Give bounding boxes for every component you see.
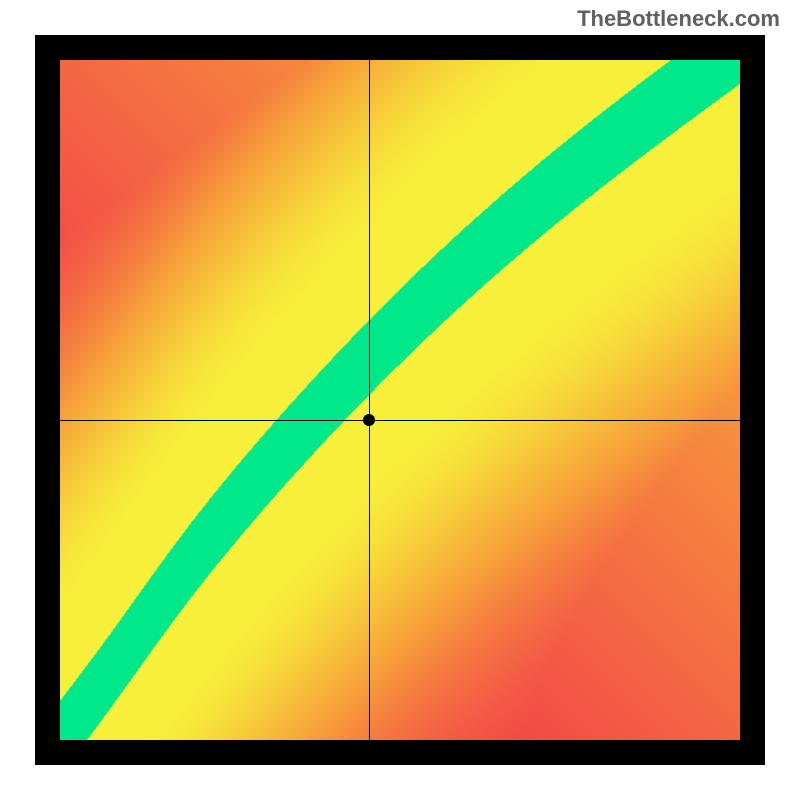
crosshair-vertical [369,60,370,740]
plot-area [60,60,740,740]
crosshair-marker-dot [363,414,375,426]
chart-container: TheBottleneck.com [0,0,800,800]
watermark-text: TheBottleneck.com [577,6,780,32]
heatmap-canvas [60,60,740,740]
chart-frame [35,35,765,765]
crosshair-horizontal [60,420,740,421]
